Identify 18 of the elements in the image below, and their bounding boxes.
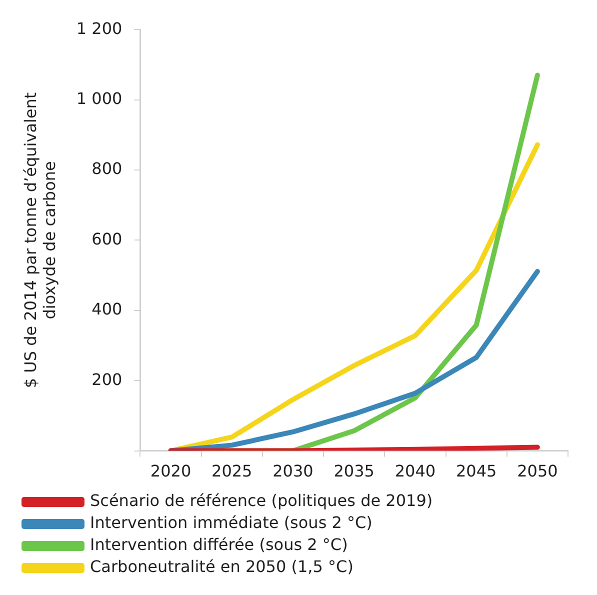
legend-label: Scénario de référence (politiques de 2019) <box>90 491 433 510</box>
x-tick-label: 2025 <box>212 462 252 481</box>
y-tick-label: 400 <box>92 300 122 319</box>
y-tick-label: 800 <box>92 159 122 178</box>
y-axis-title: $ US de 2014 par tonne d’équivalent dioxyde de carbone <box>20 92 59 388</box>
y-tick-label: 1 000 <box>76 88 122 108</box>
legend-label: Carboneutralité en 2050 (1,5 °C) <box>90 557 354 576</box>
x-tick-label: 2040 <box>394 462 436 481</box>
y-tick-label: 1 200 <box>76 18 122 38</box>
x-tick-label: 2050 <box>517 462 558 481</box>
y-tick-label: 600 <box>92 229 122 248</box>
legend-label: Intervention différée (sous 2 °C) <box>90 535 348 554</box>
legend-label: Intervention immédiate (sous 2 °C) <box>90 513 372 532</box>
x-tick-label: 2035 <box>334 462 374 481</box>
x-tick-label: 2020 <box>150 462 192 481</box>
x-tick-label: 2045 <box>456 462 497 481</box>
y-tick-label: 200 <box>92 370 122 389</box>
x-tick-label: 2030 <box>272 462 314 481</box>
